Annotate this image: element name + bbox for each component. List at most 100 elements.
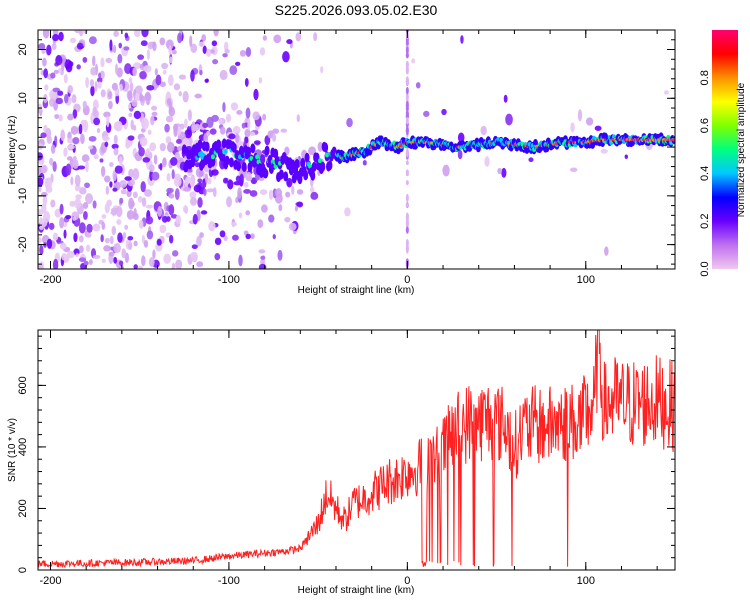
spectrogram-cell: [232, 125, 241, 135]
ridge-outer-cell: [216, 139, 222, 150]
spectrogram-cell: [173, 83, 181, 91]
spectrogram-cell: [78, 257, 87, 262]
spectrogram-cell: [113, 256, 118, 264]
spectrogram-cell: [163, 253, 172, 264]
spectrogram-cell: [224, 48, 230, 54]
spectrogram-cell: [111, 143, 119, 150]
spectrogram-cell: [268, 189, 274, 200]
spectrogram-cell: [344, 207, 351, 217]
spectrogram-cell: [134, 30, 141, 38]
spectrogram-cell: [249, 190, 258, 197]
spectrogram-cell: [206, 48, 212, 58]
spectrogram-cell: [102, 136, 110, 142]
snr-series-line: [38, 330, 675, 569]
spectrogram-cell: [67, 85, 74, 94]
spectrogram-cell: [44, 84, 49, 91]
spectrogram-cell: [259, 47, 266, 56]
spectrogram-cell: [101, 221, 106, 230]
spectrogram-cell: [183, 205, 189, 213]
spectrogram-cell: [484, 156, 490, 167]
spectrogram-cell: [186, 168, 193, 173]
spectrogram-cell: [137, 195, 143, 203]
spectrogram-cell: [282, 51, 290, 63]
spectrogram-cell: [63, 74, 68, 84]
spectrogram-cell: [54, 114, 60, 119]
spectrogram-cell: [189, 175, 195, 188]
spectrogram-cell: [116, 219, 122, 225]
colorbar-strip: [712, 30, 738, 269]
spectrogram-cell: [296, 201, 304, 208]
ridge-mid-cell: [307, 163, 312, 169]
y-tick-label: 20: [17, 43, 29, 55]
spectrogram-cell: [138, 220, 144, 229]
spectrogram-cell: [147, 41, 154, 50]
spectrogram-cell: [604, 246, 609, 256]
spectrogram-cell: [78, 245, 84, 254]
spectrogram-cell: [178, 91, 182, 97]
spectrogram-cell: [310, 186, 315, 194]
ridge-outer-cell: [283, 171, 289, 182]
spectrogram-cell: [146, 48, 151, 61]
spectrogram-cell: [117, 232, 123, 243]
spectrogram-cell: [104, 202, 110, 214]
spectrogram-cell: [272, 234, 276, 240]
spectrogram-cell: [100, 57, 105, 68]
spectrogram-cell: [346, 117, 353, 128]
spectrogram-cell: [123, 46, 130, 51]
spectrogram-cell: [229, 65, 238, 75]
spectrogram-cell: [63, 147, 68, 157]
spectrogram-cell: [202, 122, 209, 129]
ridge-outer-cell: [300, 157, 306, 168]
spectrogram-frame: [37, 29, 676, 270]
spectrogram-cell: [259, 154, 266, 165]
spectrogram-cell: [250, 233, 255, 240]
spectrogram-cell: [134, 85, 143, 95]
spectrogram-cell: [112, 169, 117, 182]
spectrogram-cell: [92, 200, 97, 209]
spectrogram-cell: [234, 132, 240, 144]
spectrogram-cell: [109, 39, 113, 51]
spectrogram-cell: [38, 177, 44, 187]
spectrogram-cell: [219, 69, 228, 81]
spectrogram-cell: [120, 189, 127, 195]
spectrogram-cell: [272, 128, 280, 134]
spectrogram-cell: [168, 204, 175, 216]
spectrogram-cell: [85, 232, 92, 238]
spectrogram-cell: [237, 187, 242, 199]
spectrogram-cell: [61, 61, 65, 72]
spectrogram-cell: [140, 40, 148, 47]
spectrogram-cell: [169, 56, 173, 64]
spectrogram-cell: [200, 182, 207, 187]
spectrogram-cell: [105, 185, 110, 195]
spectrogram-cell: [78, 123, 83, 135]
colorbar-tick-label: 0.6: [699, 118, 711, 133]
spectrogram-streak-cell: [405, 60, 409, 70]
spectrogram-cell: [245, 171, 252, 181]
spectrogram-cell: [38, 263, 44, 269]
spectrogram-cell: [88, 145, 94, 150]
spectrogram-cell: [277, 249, 283, 261]
spectrogram-cell: [168, 45, 172, 55]
spectrogram-cell: [243, 181, 249, 188]
y-tick-label: 0: [17, 144, 29, 150]
spectrogram-cell: [528, 157, 534, 163]
spectrogram-cell: [65, 214, 72, 220]
spectrogram-cell: [119, 83, 123, 92]
spectrogram-cell: [226, 196, 232, 208]
ridge-outer-cell: [291, 173, 297, 184]
spectrogram-cell: [174, 188, 180, 201]
ridge-outer-cell: [236, 161, 242, 172]
y-tick-label: 600: [17, 376, 29, 394]
spectrogram-cell: [137, 54, 145, 60]
ridge-outer-cell: [320, 161, 326, 172]
spectrogram-cell: [211, 40, 218, 47]
spectrogram-cell: [144, 91, 151, 102]
colorbar-tick-label: 0.2: [699, 214, 711, 229]
spectrogram-cell: [42, 195, 48, 206]
spectrogram-cell: [74, 174, 81, 187]
spectrogram-cell: [320, 66, 324, 74]
spectrogram-cell: [501, 167, 507, 178]
spectrogram-streak-cell: [405, 117, 409, 125]
spectrogram-cell: [196, 261, 204, 268]
spectrogram-cell: [129, 82, 134, 92]
